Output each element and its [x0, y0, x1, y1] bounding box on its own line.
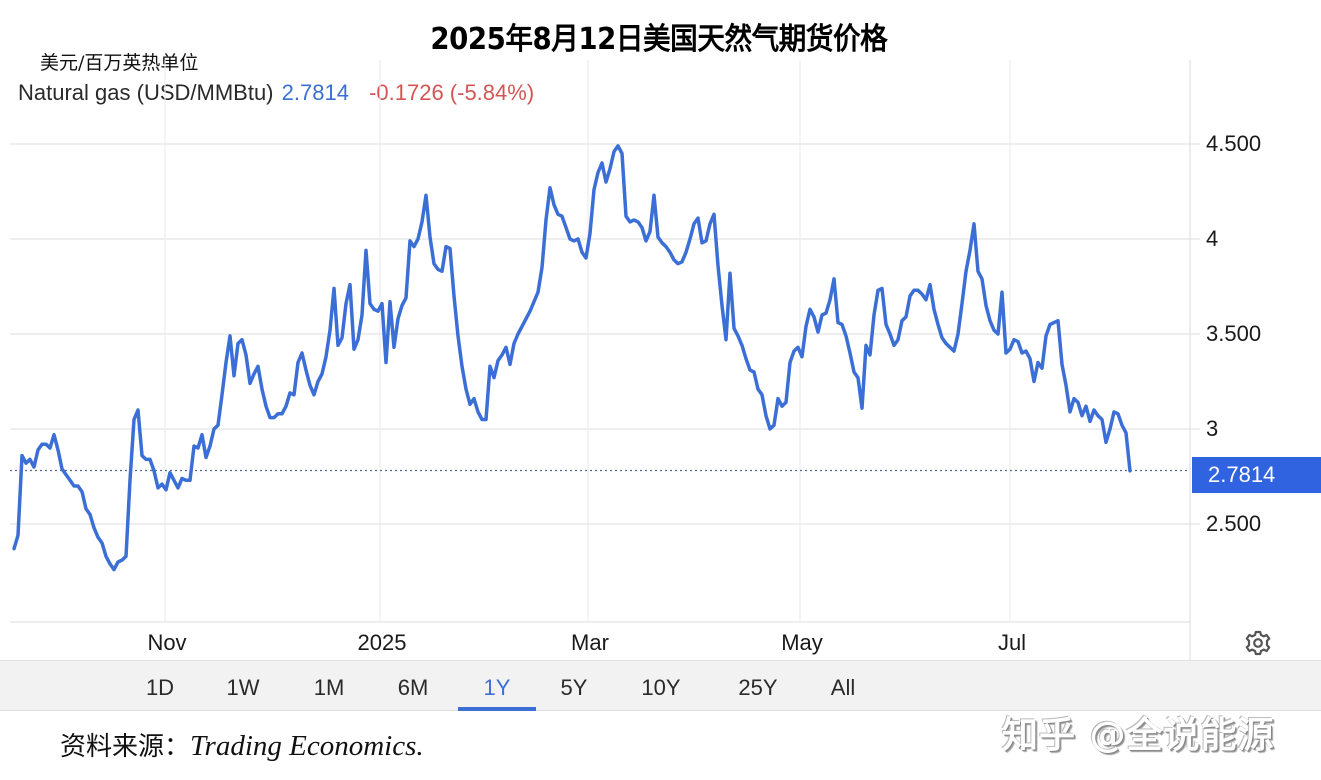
range-1m[interactable]: 1M: [313, 675, 345, 700]
grid: [10, 60, 1200, 660]
source-prefix: 资料来源：: [60, 732, 191, 762]
x-tick-label: Mar: [571, 630, 609, 655]
unit-label: 美元/百万英热单位: [40, 52, 199, 74]
y-tick-label: 3.500: [1206, 321, 1262, 346]
x-tick-label: May: [781, 630, 823, 655]
watermark: 知乎 @全说能源: [1002, 715, 1275, 756]
range-1d[interactable]: 1D: [145, 675, 175, 700]
range-25y[interactable]: 25Y: [738, 675, 778, 700]
gear-icon[interactable]: [1240, 627, 1276, 659]
y-tick-label: 4.500: [1206, 131, 1262, 156]
source-note: 资料来源：Trading Economics.: [60, 726, 424, 763]
range-5y[interactable]: 5Y: [560, 675, 588, 700]
selected-range-indicator: [458, 707, 536, 711]
y-tick-label: 3: [1206, 416, 1219, 441]
range-1y[interactable]: 1Y: [483, 675, 511, 700]
series-name: Natural gas (USD/MMBtu): [18, 80, 274, 105]
x-tick-label: 2025: [357, 630, 407, 655]
range-selector: 1D 1W 1M 6M 1Y 5Y 10Y 25Y All: [0, 660, 1321, 711]
source-name: Trading Economics.: [190, 730, 424, 762]
x-tick-label: Nov: [147, 630, 187, 655]
last-value-badge: 2.7814: [1192, 457, 1321, 493]
range-1w[interactable]: 1W: [226, 675, 260, 700]
chart-title: 2025年8月12日美国天然气期货价格: [430, 22, 888, 57]
range-10y[interactable]: 10Y: [641, 675, 681, 700]
series-price: 2.7814: [281, 80, 349, 105]
y-tick-label: 2.500: [1206, 511, 1262, 536]
series-change: -0.1726 (-5.84%): [369, 80, 535, 105]
y-tick-label: 4: [1206, 226, 1219, 251]
chart-plot[interactable]: [0, 0, 1321, 660]
range-all[interactable]: All: [830, 675, 856, 700]
x-tick-label: Jul: [997, 630, 1027, 655]
range-6m[interactable]: 6M: [397, 675, 429, 700]
price-line: [12, 144, 1132, 572]
series-legend: Natural gas (USD/MMBtu) 2.7814 -0.1726 (…: [18, 80, 534, 106]
